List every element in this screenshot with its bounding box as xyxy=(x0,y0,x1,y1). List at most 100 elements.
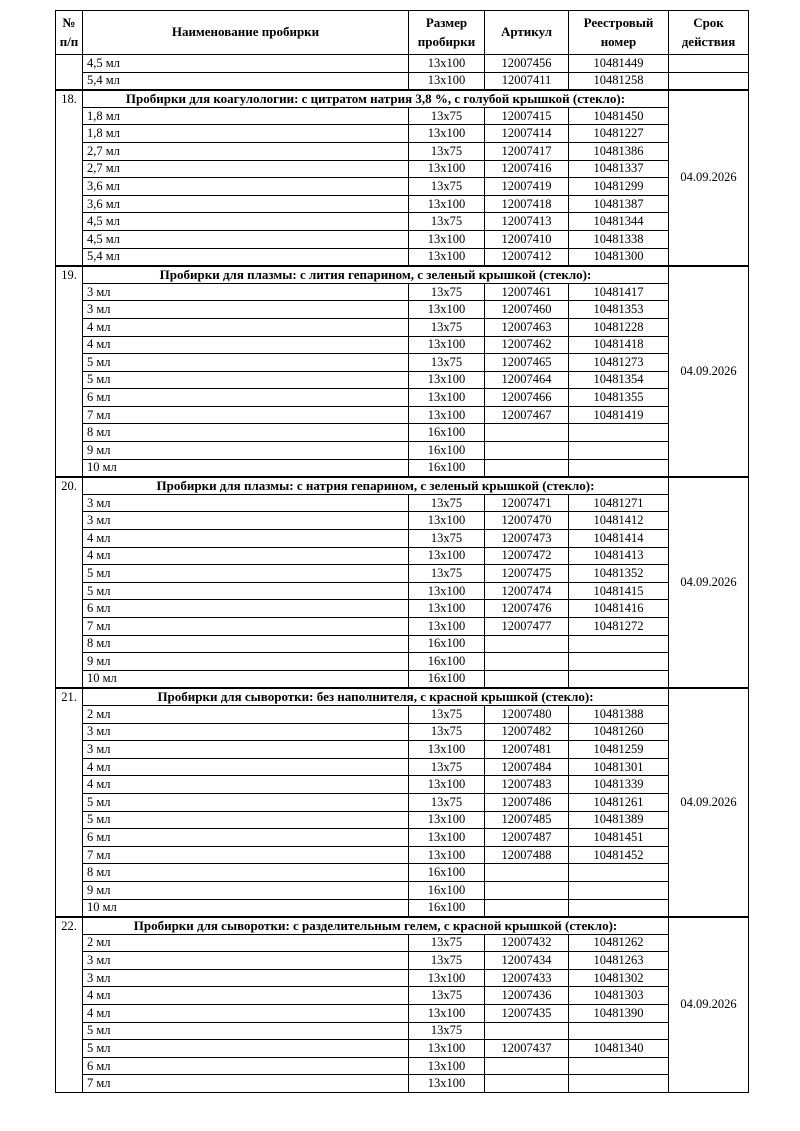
tube-size-cell: 13x100 xyxy=(408,54,485,73)
column-header-number: № п/п xyxy=(55,10,83,55)
tube-volume-cell: 8 мл xyxy=(82,863,409,882)
registry-cell: 10481272 xyxy=(568,617,669,636)
table-row: 2 мл 13x75 12007432 10481262 xyxy=(56,933,749,953)
article-cell: 12007419 xyxy=(484,177,569,196)
tube-size-cell: 13x100 xyxy=(408,775,485,794)
tube-volume-cell: 4,5 мл xyxy=(82,229,409,249)
tube-size-cell: 16x100 xyxy=(408,863,485,882)
tube-volume-cell: 3 мл xyxy=(82,282,409,302)
table-row: 3 мл 13x75 12007434 10481263 xyxy=(56,951,749,970)
table-row: 4 мл 13x100 12007462 10481418 xyxy=(56,335,749,355)
article-cell: 12007486 xyxy=(484,792,569,812)
table-row: 3 мл 13x75 12007482 10481260 xyxy=(56,722,749,742)
tube-volume-cell: 4 мл xyxy=(82,757,409,777)
tube-volume-cell: 10 мл xyxy=(82,669,409,689)
registry-cell xyxy=(568,652,669,671)
tube-volume-cell: 3 мл xyxy=(82,951,409,970)
registry-cell: 10481261 xyxy=(568,792,669,812)
column-header-registry: Реестровый номер xyxy=(568,10,669,55)
article-cell: 12007433 xyxy=(484,968,569,988)
registry-cell: 10481259 xyxy=(568,740,669,759)
article-cell: 12007456 xyxy=(484,54,569,73)
tube-size-cell: 16x100 xyxy=(408,652,485,671)
article-cell: 12007470 xyxy=(484,511,569,531)
tube-size-cell: 13x100 xyxy=(408,124,485,143)
section-title-cell: Пробирки для сыворотки: без наполнителя,… xyxy=(82,686,669,706)
tube-size-cell: 16x100 xyxy=(408,458,485,478)
tube-size-cell: 13x100 xyxy=(408,405,485,425)
tube-volume-cell: 6 мл xyxy=(82,1056,409,1076)
tube-volume-cell: 2 мл xyxy=(82,933,409,953)
table-row: 8 мл 16x100 xyxy=(56,634,749,654)
tube-size-cell: 13x100 xyxy=(408,388,485,407)
article-cell xyxy=(484,1074,569,1094)
article-cell: 12007466 xyxy=(484,388,569,407)
registry-cell: 10481412 xyxy=(568,511,669,531)
tube-volume-cell: 9 мл xyxy=(82,441,409,460)
tube-size-cell: 13x75 xyxy=(408,986,485,1006)
tube-volume-cell: 10 мл xyxy=(82,898,409,918)
tube-size-cell: 13x75 xyxy=(408,722,485,742)
tube-size-cell: 13x100 xyxy=(408,71,485,91)
table-row: 8 мл 16x100 xyxy=(56,863,749,882)
tube-size-cell: 13x100 xyxy=(408,1074,485,1094)
table-header-row: № п/п Наименование пробирки Размер проби… xyxy=(55,10,749,55)
article-cell: 12007435 xyxy=(484,1004,569,1023)
article-cell: 12007475 xyxy=(484,564,569,583)
tube-size-cell: 13x100 xyxy=(408,1056,485,1076)
registry-cell xyxy=(568,634,669,654)
tube-volume-cell: 5 мл xyxy=(82,564,409,583)
tube-size-cell: 16x100 xyxy=(408,898,485,918)
tube-size-cell: 13x100 xyxy=(408,229,485,249)
table-row: 4 мл 13x100 12007435 10481390 xyxy=(56,1004,749,1023)
article-cell: 12007484 xyxy=(484,757,569,777)
tube-size-cell: 13x75 xyxy=(408,704,485,724)
table-row: 10 мл 16x100 xyxy=(56,669,749,689)
article-cell: 12007410 xyxy=(484,229,569,249)
registry-cell: 10481339 xyxy=(568,775,669,794)
table-row: 6 мл 13x100 xyxy=(56,1056,749,1076)
tube-volume-cell: 3 мл xyxy=(82,722,409,742)
registry-cell: 10481263 xyxy=(568,951,669,970)
registry-cell: 10481354 xyxy=(568,370,669,390)
tube-volume-cell: 4 мл xyxy=(82,546,409,566)
registry-cell xyxy=(568,1056,669,1076)
registry-cell xyxy=(568,880,669,900)
table-row: 9 мл 16x100 xyxy=(56,652,749,671)
tube-volume-cell: 3 мл xyxy=(82,511,409,531)
article-cell: 12007473 xyxy=(484,529,569,548)
tube-volume-cell: 4 мл xyxy=(82,986,409,1006)
table-row: 6 мл 13x100 12007476 10481416 xyxy=(56,599,749,618)
registry-cell: 10481416 xyxy=(568,599,669,618)
section-title-cell: Пробирки для коагулологии: с цитратом на… xyxy=(82,88,669,108)
tube-volume-cell: 5 мл xyxy=(82,1021,409,1041)
article-cell: 12007472 xyxy=(484,546,569,566)
tube-size-cell: 13x100 xyxy=(408,845,485,865)
registry-cell: 10481452 xyxy=(568,845,669,865)
tube-volume-cell: 4 мл xyxy=(82,529,409,548)
section-header-row: 22. Пробирки для сыворотки: с разделитель… xyxy=(55,915,749,1094)
column-header-article: Артикул xyxy=(484,10,569,55)
tube-size-cell: 13x75 xyxy=(408,141,485,161)
registry-cell: 10481417 xyxy=(568,282,669,302)
article-cell: 12007488 xyxy=(484,845,569,865)
tube-volume-cell: 5,4 мл xyxy=(82,71,409,91)
registry-cell: 10481340 xyxy=(568,1039,669,1058)
tube-volume-cell: 5 мл xyxy=(82,353,409,372)
article-cell: 12007463 xyxy=(484,317,569,337)
tube-volume-cell: 4,5 мл xyxy=(82,212,409,231)
table-row: 8 мл 16x100 xyxy=(56,423,749,443)
validity-cell xyxy=(668,71,749,91)
table-row: 4 мл 13x75 12007484 10481301 xyxy=(56,757,749,777)
article-cell: 12007432 xyxy=(484,933,569,953)
article-cell: 12007462 xyxy=(484,335,569,355)
section-validity-cell: 04.09.2026 xyxy=(668,475,749,689)
table-row: 4,5 мл 13x100 12007456 10481449 xyxy=(55,53,749,91)
tube-volume-cell: 5 мл xyxy=(82,792,409,812)
tube-volume-cell: 4 мл xyxy=(82,335,409,355)
tube-volume-cell: 1,8 мл xyxy=(82,106,409,126)
registry-cell: 10481419 xyxy=(568,405,669,425)
tube-volume-cell: 5 мл xyxy=(82,581,409,601)
tube-volume-cell: 5,4 мл xyxy=(82,247,409,267)
tube-size-cell: 13x75 xyxy=(408,106,485,126)
